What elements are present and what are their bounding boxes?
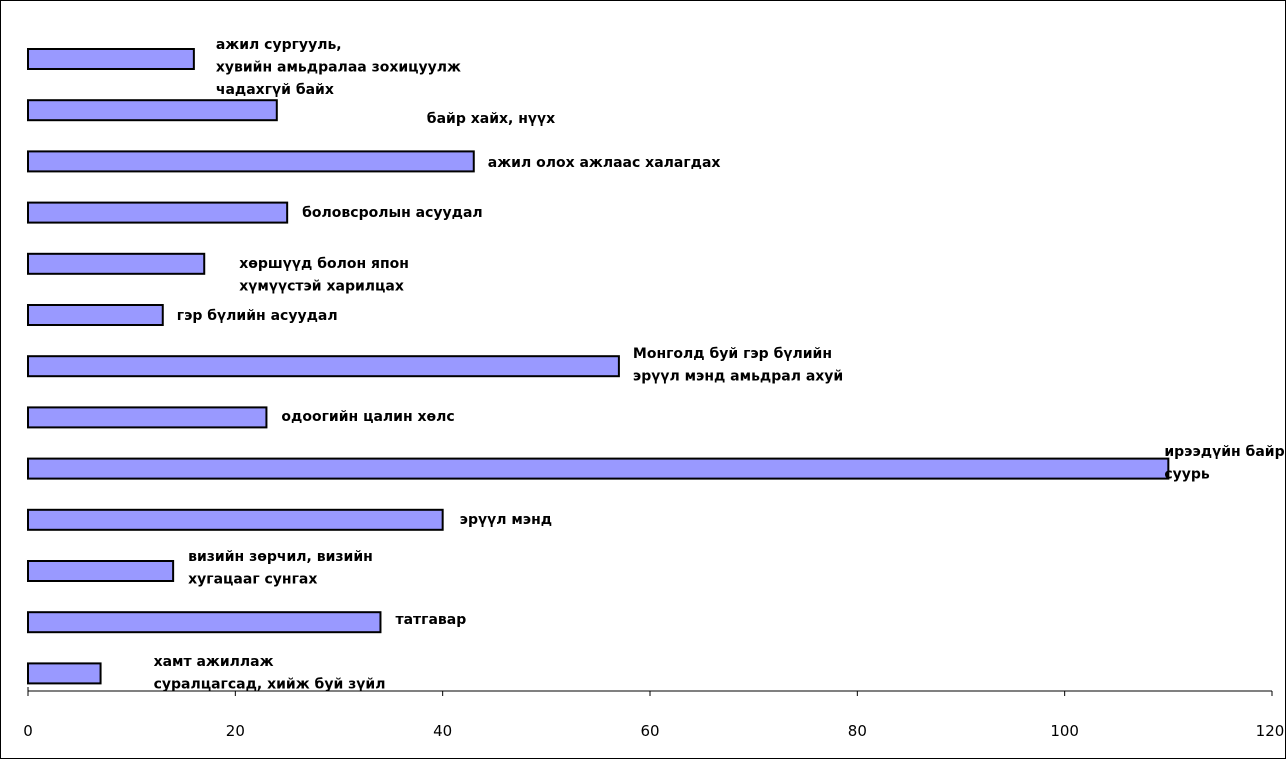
- bar: [27, 457, 1170, 480]
- bar: [27, 560, 175, 582]
- data-label-line: ажил олох ажлаас халагдах: [488, 155, 721, 171]
- data-label: Монголд буй гэр бүлийн эрүүл мэнд амьдрал…: [633, 346, 843, 385]
- x-tick-label: 120: [1256, 722, 1285, 740]
- data-label: визийн зөрчил, визийн хугацааг сунгах: [188, 549, 373, 588]
- x-tick-label: 0: [23, 722, 33, 740]
- bar: [27, 406, 268, 429]
- bar: [27, 201, 289, 224]
- bar: [27, 662, 102, 685]
- data-label: эрүүл мэнд: [460, 512, 552, 528]
- x-tick-label: 80: [848, 722, 867, 740]
- data-label-line: татгавар: [395, 612, 466, 628]
- data-label-line: байр хайх, нүүх: [427, 111, 555, 127]
- data-label: одоогийн цалин хөлс: [281, 409, 454, 425]
- data-label-line: боловсролын асуудал: [302, 205, 483, 221]
- data-label-line: гэр бүлийн асуудал: [177, 308, 338, 324]
- data-label-line: суралцагсад, хийж буй зүйл: [154, 677, 386, 693]
- x-axis: 0 20 40 60 80 100 120: [23, 687, 1284, 740]
- bar: [27, 611, 382, 634]
- bar: [27, 508, 444, 531]
- x-tick-label: 40: [433, 722, 452, 740]
- data-label-line: хамт ажиллаж: [154, 654, 274, 670]
- data-label: байр хайх, нүүх: [427, 111, 555, 127]
- data-label-line: ажил сургууль,: [216, 37, 342, 53]
- data-label: татгавар: [395, 612, 466, 628]
- data-label-line: хугацааг сунгах: [188, 572, 317, 588]
- data-label: хамт ажиллаж суралцагсад, хийж буй зүйл: [154, 654, 386, 693]
- data-label: ажил олох ажлаас халагдах: [488, 155, 721, 171]
- data-label-line: визийн зөрчил, визийн: [188, 549, 373, 565]
- x-tick-label: 60: [640, 722, 659, 740]
- data-label-line: ирээдүйн байр: [1164, 444, 1284, 460]
- data-label-line: Монголд буй гэр бүлийн: [633, 346, 832, 362]
- data-label-line: суурь: [1164, 467, 1210, 483]
- bars-group: [27, 48, 1170, 685]
- data-label-line: чадахгүй байх: [216, 82, 334, 98]
- data-label-line: эрүүл мэнд амьдрал ахуй: [633, 369, 843, 385]
- data-label: боловсролын асуудал: [302, 205, 483, 221]
- bar: [27, 252, 206, 275]
- data-label-line: хүмүүстэй харилцах: [239, 279, 404, 295]
- data-label-line: одоогийн цалин хөлс: [281, 409, 454, 425]
- bar: [27, 150, 475, 173]
- data-label-line: хувийн амьдралаа зохицуулж: [216, 60, 461, 76]
- data-label: гэр бүлийн асуудал: [177, 308, 338, 324]
- x-tick-label: 100: [1050, 722, 1079, 740]
- data-labels-group: ажил сургууль, хувийн амьдралаа зохицуулж…: [154, 37, 1285, 693]
- x-tick-label: 20: [226, 722, 245, 740]
- data-label-line: эрүүл мэнд: [460, 512, 552, 528]
- data-label: хөршүүд болон япон хүмүүстэй харилцах: [239, 256, 409, 295]
- bar: [27, 48, 195, 70]
- bar: [27, 304, 164, 326]
- bar: [27, 355, 620, 378]
- data-label-line: хөршүүд болон япон: [239, 256, 409, 272]
- data-label: ирээдүйн байр суурь: [1164, 444, 1284, 483]
- bar: [27, 99, 278, 122]
- data-label: ажил сургууль, хувийн амьдралаа зохицуулж…: [216, 37, 461, 98]
